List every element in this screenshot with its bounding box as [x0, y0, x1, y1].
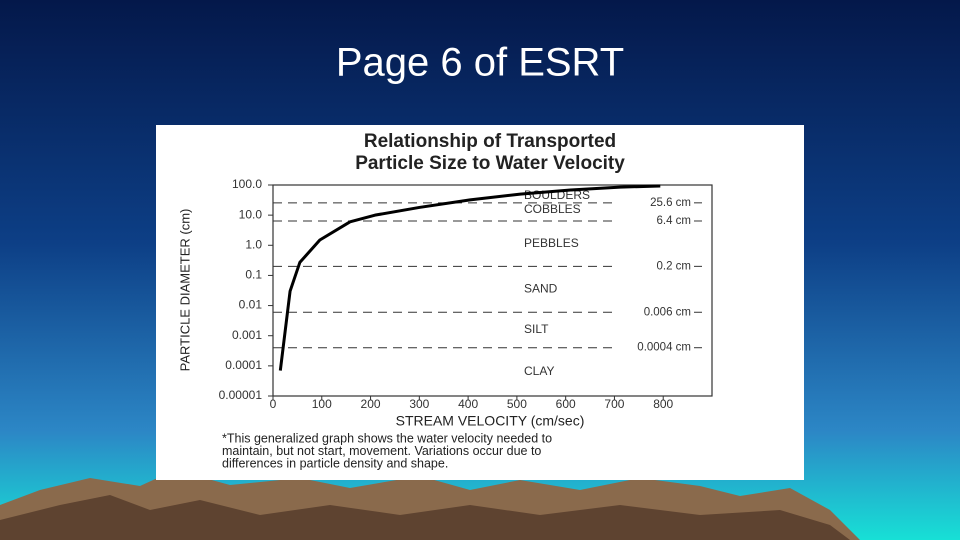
footnote: maintain, but not start, movement. Varia…: [222, 444, 541, 458]
y-tick-label: 0.00001: [219, 388, 263, 402]
boundary-label: 0.006 cm: [644, 306, 691, 318]
x-axis-label: STREAM VELOCITY (cm/sec): [396, 413, 585, 429]
x-tick-label: 600: [556, 397, 576, 411]
curve: [278, 184, 661, 371]
y-tick-label: 0.1: [245, 268, 262, 282]
region-label: CLAY: [524, 364, 554, 378]
x-tick-label: 500: [507, 397, 527, 411]
y-tick-label: 10.0: [239, 207, 263, 221]
y-tick-label: 100.0: [232, 177, 262, 191]
y-axis-label: PARTICLE DIAMETER (cm): [177, 209, 192, 372]
x-tick-label: 0: [270, 397, 277, 411]
boundary-label: 25.6 cm: [650, 197, 691, 209]
x-tick-label: 400: [458, 397, 478, 411]
y-tick-label: 0.01: [239, 298, 263, 312]
footnote: *This generalized graph shows the water …: [222, 431, 552, 445]
y-tick-label: 0.001: [232, 328, 262, 342]
region-label: PEBBLES: [524, 236, 579, 250]
boundary-label: 0.0004 cm: [637, 342, 691, 354]
x-tick-label: 200: [361, 397, 381, 411]
region-label: SAND: [524, 281, 558, 295]
plot-frame: [272, 184, 713, 397]
x-tick-label: 100: [312, 397, 332, 411]
chart-title: Particle Size to Water Velocity: [355, 153, 625, 174]
boundary-label: 6.4 cm: [656, 215, 691, 227]
region-label: COBBLES: [524, 202, 581, 216]
x-tick-label: 800: [653, 397, 673, 411]
mountains-shade: [0, 495, 850, 540]
y-tick-label: 0.0001: [225, 358, 262, 372]
boundary-label: 0.2 cm: [656, 260, 691, 272]
region-label: SILT: [524, 322, 549, 336]
y-tick-label: 1.0: [245, 237, 262, 251]
chart-panel: [156, 125, 804, 480]
slide-title: Page 6 of ESRT: [336, 41, 624, 85]
x-tick-label: 300: [409, 397, 429, 411]
footnote: differences in particle density and shap…: [222, 456, 448, 470]
chart-title: Relationship of Transported: [364, 131, 616, 152]
x-tick-label: 700: [604, 397, 624, 411]
